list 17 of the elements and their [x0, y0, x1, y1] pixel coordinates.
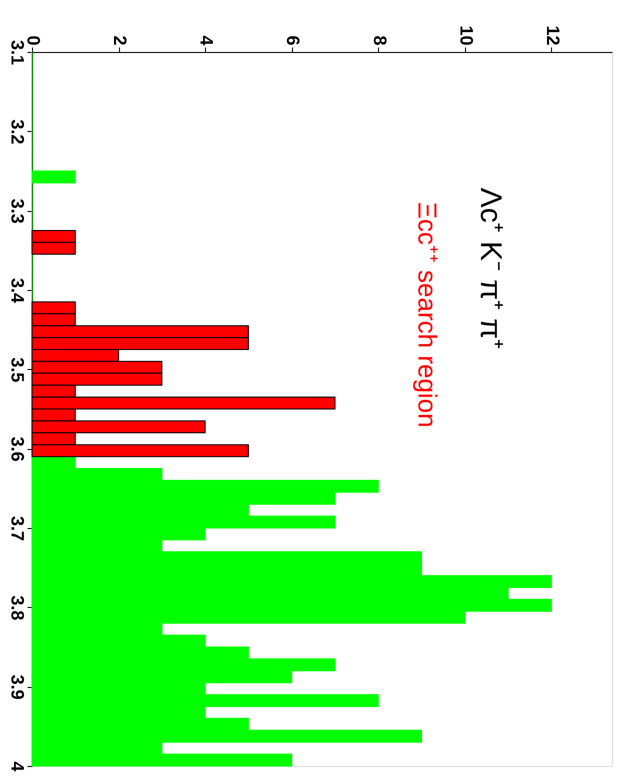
y-tick-label: 3.3	[8, 198, 28, 224]
y-tick-label: 4	[8, 761, 28, 772]
text: Λc⁺ K⁻ π⁺ π⁺	[474, 188, 508, 350]
y-tick-label: 3.7	[8, 516, 28, 542]
text: Ξcc⁺⁺ search region	[412, 202, 442, 428]
x-tick-label: 12	[542, 25, 563, 46]
y-tick-label: 3.6	[8, 436, 28, 462]
y-tick-label: 3.9	[8, 674, 28, 700]
x-tick-label: 6	[283, 35, 304, 46]
x-tick-label: 8	[370, 35, 390, 46]
y-tick-label: 3.8	[8, 595, 28, 620]
y-tick-label: 3.5	[8, 357, 28, 382]
x-tick-label: 4	[196, 35, 217, 46]
y-tick-label: 3.2	[8, 119, 28, 144]
y-tick-label: 3.4	[8, 278, 28, 304]
x-tick-label: 10	[456, 25, 476, 46]
x-tick-label: 2	[110, 35, 130, 46]
